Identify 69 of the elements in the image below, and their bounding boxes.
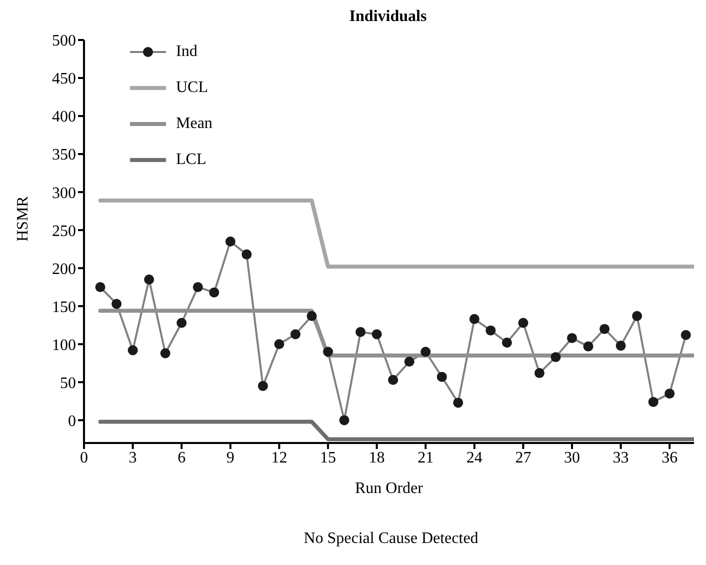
point — [518, 318, 528, 328]
point — [144, 274, 154, 285]
point — [323, 346, 333, 357]
x-axis-title: Run Order — [355, 480, 424, 497]
point — [567, 333, 577, 344]
point — [680, 330, 691, 340]
x-tick-label: 18 — [368, 449, 385, 466]
point — [436, 372, 447, 382]
point — [372, 329, 382, 340]
legend-label: UCL — [176, 78, 208, 98]
point — [242, 249, 252, 260]
x-tick-label: 15 — [320, 449, 336, 466]
x-tick-label: 36 — [662, 449, 678, 466]
point — [388, 374, 398, 385]
point — [225, 236, 236, 246]
x-tick-label: 9 — [226, 449, 234, 466]
point — [502, 338, 512, 348]
point — [616, 340, 626, 351]
x-tick-label: 0 — [80, 449, 88, 466]
point — [290, 329, 300, 340]
y-tick-label: 400 — [52, 108, 76, 126]
y-tick-label: 200 — [52, 260, 76, 278]
point — [356, 326, 366, 337]
x-tick-label: 24 — [466, 449, 482, 466]
point — [583, 341, 594, 352]
y-tick-label: 100 — [52, 336, 76, 354]
y-tick-label: 450 — [52, 70, 76, 88]
point — [339, 415, 350, 426]
chart-title: Individuals — [348, 8, 428, 27]
y-tick-label: 50 — [60, 374, 76, 392]
point — [550, 352, 561, 362]
point — [664, 388, 675, 399]
x-tick-label: 12 — [271, 449, 288, 466]
point — [258, 380, 268, 391]
point — [486, 325, 496, 336]
y-tick-label: 250 — [52, 222, 76, 240]
x-tick-label: 6 — [178, 449, 186, 466]
y-tick-label: 300 — [52, 184, 76, 202]
point — [128, 345, 138, 356]
y-axis-title: HSMR — [14, 196, 32, 242]
point — [306, 311, 317, 322]
x-tick-label: 27 — [515, 449, 532, 466]
y-tick-label: 0 — [68, 412, 76, 430]
point — [632, 311, 642, 322]
point — [112, 298, 122, 309]
point — [209, 287, 220, 298]
point — [648, 396, 658, 407]
legend-label: Ind — [176, 42, 198, 62]
x-tick-label: 30 — [564, 449, 580, 466]
point — [176, 318, 187, 328]
legend-label: Mean — [176, 114, 212, 134]
x-tick-label: 21 — [418, 449, 434, 466]
point — [600, 324, 610, 334]
text: No Special Cause Detected — [302, 530, 480, 548]
legend-label: LCL — [176, 150, 206, 170]
point — [534, 368, 544, 378]
point — [453, 398, 464, 408]
point — [192, 282, 203, 292]
point — [160, 348, 170, 358]
x-tick-label: 3 — [128, 449, 137, 466]
x-tick-label: 33 — [612, 449, 629, 466]
point — [404, 356, 414, 367]
point — [469, 314, 480, 324]
y-tick-label: 350 — [52, 146, 76, 164]
point — [420, 346, 431, 357]
y-tick-label: 150 — [52, 298, 76, 316]
point — [95, 282, 106, 292]
y-tick-label: 500 — [52, 32, 76, 50]
point — [274, 339, 284, 350]
